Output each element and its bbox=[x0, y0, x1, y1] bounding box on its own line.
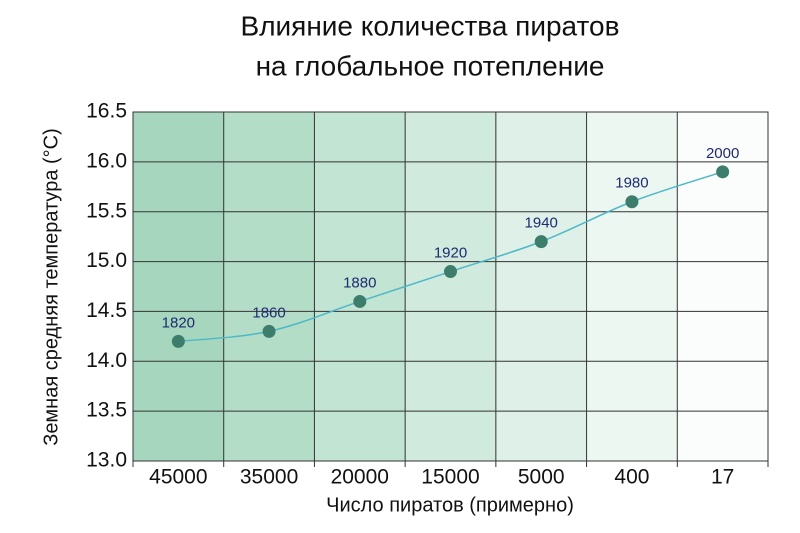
y-axis-label: Земная средняя температура (°C) bbox=[40, 128, 62, 446]
x-tick-label: 20000 bbox=[331, 466, 389, 489]
x-tick-label: 5000 bbox=[518, 466, 565, 489]
column-shade bbox=[677, 112, 768, 461]
chart-title: Влияние количества пиратов bbox=[241, 10, 620, 41]
x-tick-label: 400 bbox=[614, 466, 649, 489]
marker bbox=[444, 265, 457, 279]
x-axis-label: Число пиратов (примерно) bbox=[326, 494, 574, 516]
y-tick-label: 16.0 bbox=[86, 149, 127, 172]
x-tick-label: 17 bbox=[711, 466, 734, 489]
point-label: 1980 bbox=[615, 175, 648, 192]
point-label: 1940 bbox=[525, 215, 558, 232]
y-tick-label: 16.5 bbox=[86, 100, 127, 123]
y-tick-label: 14.0 bbox=[86, 349, 127, 372]
point-label: 1920 bbox=[434, 245, 467, 262]
marker bbox=[353, 294, 367, 308]
y-tick-label: 13.0 bbox=[86, 449, 127, 472]
marker bbox=[262, 324, 276, 338]
point-label: 1820 bbox=[162, 314, 195, 331]
column-shade bbox=[405, 112, 496, 461]
y-tick-label: 14.5 bbox=[86, 299, 127, 322]
column-shade bbox=[223, 112, 315, 461]
marker bbox=[534, 235, 548, 249]
y-tick-label: 15.0 bbox=[86, 249, 127, 272]
column-shade bbox=[586, 112, 678, 461]
point-label: 2000 bbox=[706, 145, 739, 162]
column-shade bbox=[314, 112, 406, 461]
x-tick-label: 35000 bbox=[240, 466, 298, 489]
y-tick-label: 15.5 bbox=[86, 199, 127, 222]
column-shade bbox=[133, 112, 224, 461]
plot-frame bbox=[132, 111, 769, 462]
chart-title: на глобальное потепление bbox=[256, 50, 605, 81]
y-tick-label: 13.5 bbox=[86, 399, 127, 422]
marker bbox=[171, 334, 185, 348]
point-label: 1860 bbox=[252, 304, 285, 321]
marker bbox=[716, 165, 730, 179]
marker bbox=[625, 195, 639, 209]
point-label: 1880 bbox=[343, 274, 376, 291]
x-tick-label: 45000 bbox=[149, 466, 207, 489]
x-tick-label: 15000 bbox=[421, 466, 479, 489]
column-shade bbox=[495, 112, 587, 461]
